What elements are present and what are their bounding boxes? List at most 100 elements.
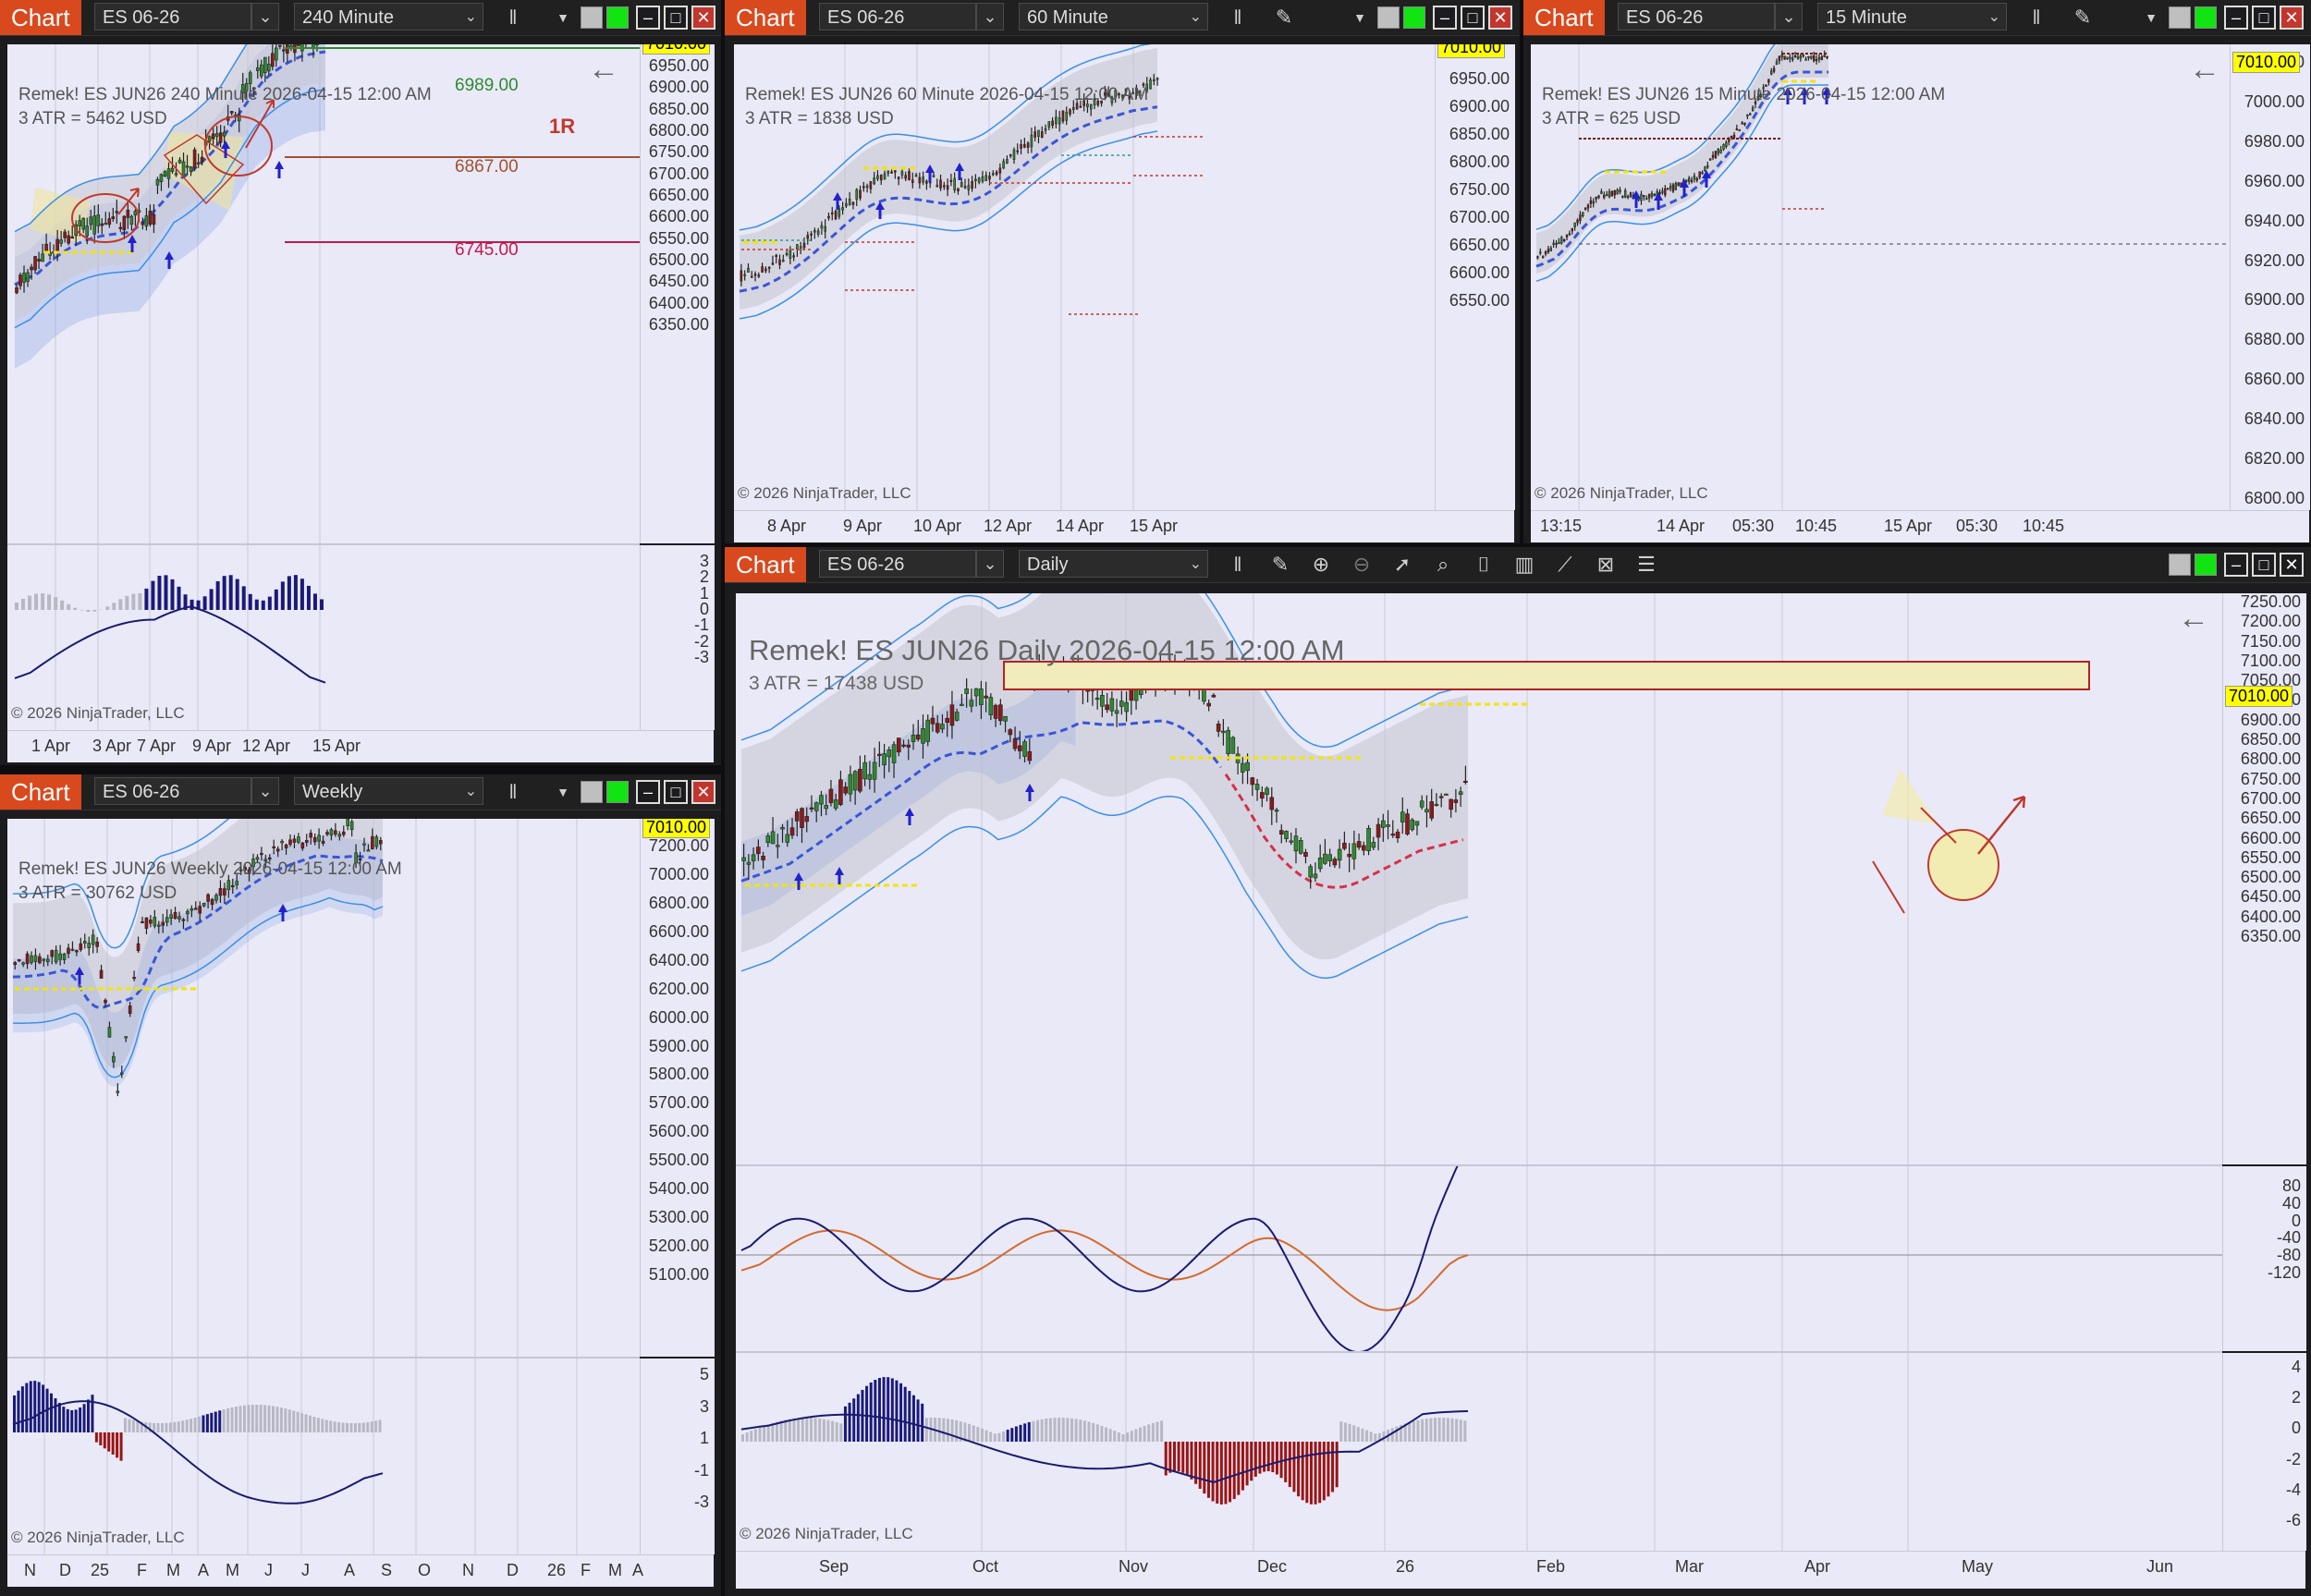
candle [96, 214, 101, 226]
maximize-button[interactable]: □ [664, 6, 688, 30]
drawing-tool-icon[interactable]: ✎ [2073, 6, 2092, 29]
close-button[interactable]: ✕ [2280, 553, 2304, 577]
price-axis[interactable]: 7250.007200.007150.007100.007050.006950.… [2222, 593, 2306, 1164]
instrument-selector[interactable]: ES 06-26 [1618, 3, 1775, 30]
chevron-down-icon[interactable]: ⌄ [976, 3, 1004, 30]
price-axis[interactable]: 7200.00 7000.00 6800.00 6600.00 6400.00 6200.… [640, 819, 715, 1357]
price-axis[interactable]: 6950.00 6900.00 6850.00 6800.00 6750.00 6700.… [640, 44, 715, 543]
price-axis[interactable]: 6950.00 6900.00 6850.00 6800.00 6750.00 6700.… [1435, 44, 1515, 510]
properties-icon[interactable]: ⌷ [1477, 553, 1490, 576]
bar-type-icon[interactable]: 𝍪 [2033, 6, 2040, 29]
upper-band [740, 593, 1469, 749]
green-square-icon[interactable] [606, 6, 629, 29]
close-button[interactable]: ✕ [691, 6, 715, 30]
chart-menu-button[interactable]: Chart [725, 0, 806, 35]
candle [1583, 207, 1587, 211]
back-arrow-icon[interactable]: ← [2178, 601, 2209, 636]
instrument-selector[interactable]: ES 06-26 [94, 3, 251, 30]
chart-menu-button[interactable]: Chart [725, 547, 806, 582]
bar-type-icon[interactable]: 𝍪 [509, 780, 517, 803]
price-pane[interactable]: Remek! ES JUN26 240 Minute 2026-04-15 12… [7, 44, 640, 543]
gray-square-icon[interactable] [1377, 6, 1400, 29]
interval-selector[interactable]: Weekly ⌄ [294, 777, 483, 805]
chevron-down-icon[interactable]: ⌄ [251, 3, 279, 30]
zoom-in-icon[interactable]: ⊕ [1312, 553, 1330, 576]
price-pane[interactable]: Remek! ES JUN26 Weekly 2026-04-15 12:00 … [7, 819, 640, 1357]
green-square-icon[interactable] [2195, 6, 2217, 29]
chevron-down-icon[interactable]: ▼ [1353, 10, 1366, 25]
maximize-button[interactable]: □ [1461, 6, 1485, 30]
instrument-selector[interactable]: ES 06-26 [819, 3, 976, 30]
axis-tick-label: 6800.00 [648, 121, 709, 140]
pointer-icon[interactable]: ➚ [1393, 553, 1412, 576]
price-pane[interactable]: Remek! ES JUN26 15 Minute 2026-04-15 12:… [1531, 44, 2230, 510]
templates-icon[interactable]: ⊠ [1596, 553, 1615, 576]
chart-title: Remek! ES JUN26 15 Minute 2026-04-15 12:… [1542, 85, 1946, 104]
green-square-icon[interactable] [2195, 554, 2217, 576]
time-axis[interactable]: 8 Apr 9 Apr 10 Apr 12 Apr 14 Apr 15 Apr [734, 510, 1514, 542]
back-arrow-icon[interactable]: ← [2189, 52, 2220, 87]
chevron-down-icon[interactable]: ⌄ [251, 777, 279, 805]
maximize-button[interactable]: □ [2252, 6, 2276, 30]
minimize-button[interactable]: – [2224, 553, 2248, 577]
bar-type-icon[interactable]: 𝍪 [1234, 553, 1241, 576]
candle [1802, 55, 1804, 57]
interval-selector[interactable]: 15 Minute ⌄ [1817, 3, 2007, 30]
bar-type-icon[interactable]: 𝍪 [1234, 6, 1241, 29]
chevron-down-icon[interactable]: ▼ [556, 10, 569, 25]
zoom-out-icon[interactable]: ⊖ [1352, 553, 1371, 576]
gray-square-icon[interactable] [581, 781, 603, 803]
gray-square-icon[interactable] [2169, 554, 2191, 576]
maximize-button[interactable]: □ [2252, 553, 2276, 577]
oscillator-pane[interactable]: © 2026 NinjaTrader, LLC [7, 545, 640, 730]
minimize-button[interactable]: – [636, 6, 660, 30]
interval-selector[interactable]: 240 Minute ⌄ [294, 3, 483, 30]
interval-selector[interactable]: Daily ⌄ [1019, 550, 1208, 578]
minimize-button[interactable]: – [636, 780, 660, 804]
chart-menu-button[interactable]: Chart [0, 774, 81, 810]
candle [932, 175, 935, 177]
back-arrow-icon[interactable]: ← [588, 52, 619, 87]
close-button[interactable]: ✕ [1488, 6, 1512, 30]
target-circle [1927, 829, 1999, 901]
maximize-button[interactable]: □ [664, 780, 688, 804]
chevron-down-icon[interactable]: ▼ [2145, 10, 2158, 25]
green-square-icon[interactable] [606, 781, 629, 803]
green-square-icon[interactable] [1403, 6, 1425, 29]
chevron-down-icon: ⌄ [464, 9, 477, 25]
oscillator-pane[interactable]: © 2026 NinjaTrader, LLC [736, 1353, 2222, 1551]
chart-menu-button[interactable]: Chart [1523, 0, 1605, 35]
close-button[interactable]: ✕ [2280, 6, 2304, 30]
indicators-icon[interactable]: ▥ [1514, 553, 1535, 576]
oscillator-pane[interactable]: © 2026 NinjaTrader, LLC [7, 1358, 640, 1554]
close-button[interactable]: ✕ [691, 780, 715, 804]
time-axis[interactable]: N D 25 F M A M J J A S O N D 26 F M A [7, 1554, 714, 1587]
gray-square-icon[interactable] [581, 6, 603, 29]
histogram-bar [1100, 1425, 1104, 1442]
instrument-selector[interactable]: ES 06-26 [94, 777, 251, 805]
chevron-down-icon[interactable]: ⌄ [976, 550, 1004, 578]
gray-square-icon[interactable] [2169, 6, 2191, 29]
chart-menu-button[interactable]: Chart [0, 0, 81, 35]
histogram-bar [766, 1424, 770, 1442]
minimize-button[interactable]: – [1433, 6, 1457, 30]
drawing-tool-icon[interactable]: ✎ [1271, 553, 1290, 576]
time-axis[interactable]: 1 Apr 3 Apr 7 Apr 9 Apr 12 Apr 15 Apr [7, 730, 714, 762]
candle [740, 270, 743, 282]
price-pane[interactable]: Remek! ES JUN26 Daily 2026-04-15 12:00 A… [736, 593, 2222, 1164]
price-pane[interactable]: Remek! ES JUN26 60 Minute 2026-04-15 12:… [734, 44, 1435, 510]
time-axis[interactable]: Sep Oct Nov Dec 26 Feb Mar Apr May Jun [736, 1551, 2305, 1589]
chevron-down-icon[interactable]: ▼ [556, 785, 569, 799]
drawing-tool-icon[interactable]: ✎ [1275, 6, 1293, 29]
minimize-button[interactable]: – [2224, 6, 2248, 30]
price-axis[interactable]: 7020.007000.006980.006960.006940.006920.… [2230, 44, 2310, 510]
menu-list-icon[interactable]: ☰ [1637, 553, 1656, 576]
bar-type-icon[interactable]: 𝍪 [509, 6, 517, 29]
interval-selector[interactable]: 60 Minute ⌄ [1019, 3, 1208, 30]
time-axis[interactable]: 13:15 14 Apr 05:30 10:45 15 Apr 05:30 10:45 [1531, 510, 2309, 542]
data-box-icon[interactable]: ⌕ [1437, 553, 1449, 576]
macd-pane[interactable] [736, 1166, 2222, 1351]
instrument-selector[interactable]: ES 06-26 [819, 550, 976, 578]
chevron-down-icon[interactable]: ⌄ [1775, 3, 1803, 30]
strategies-icon[interactable]: ⟋ [1558, 553, 1572, 576]
